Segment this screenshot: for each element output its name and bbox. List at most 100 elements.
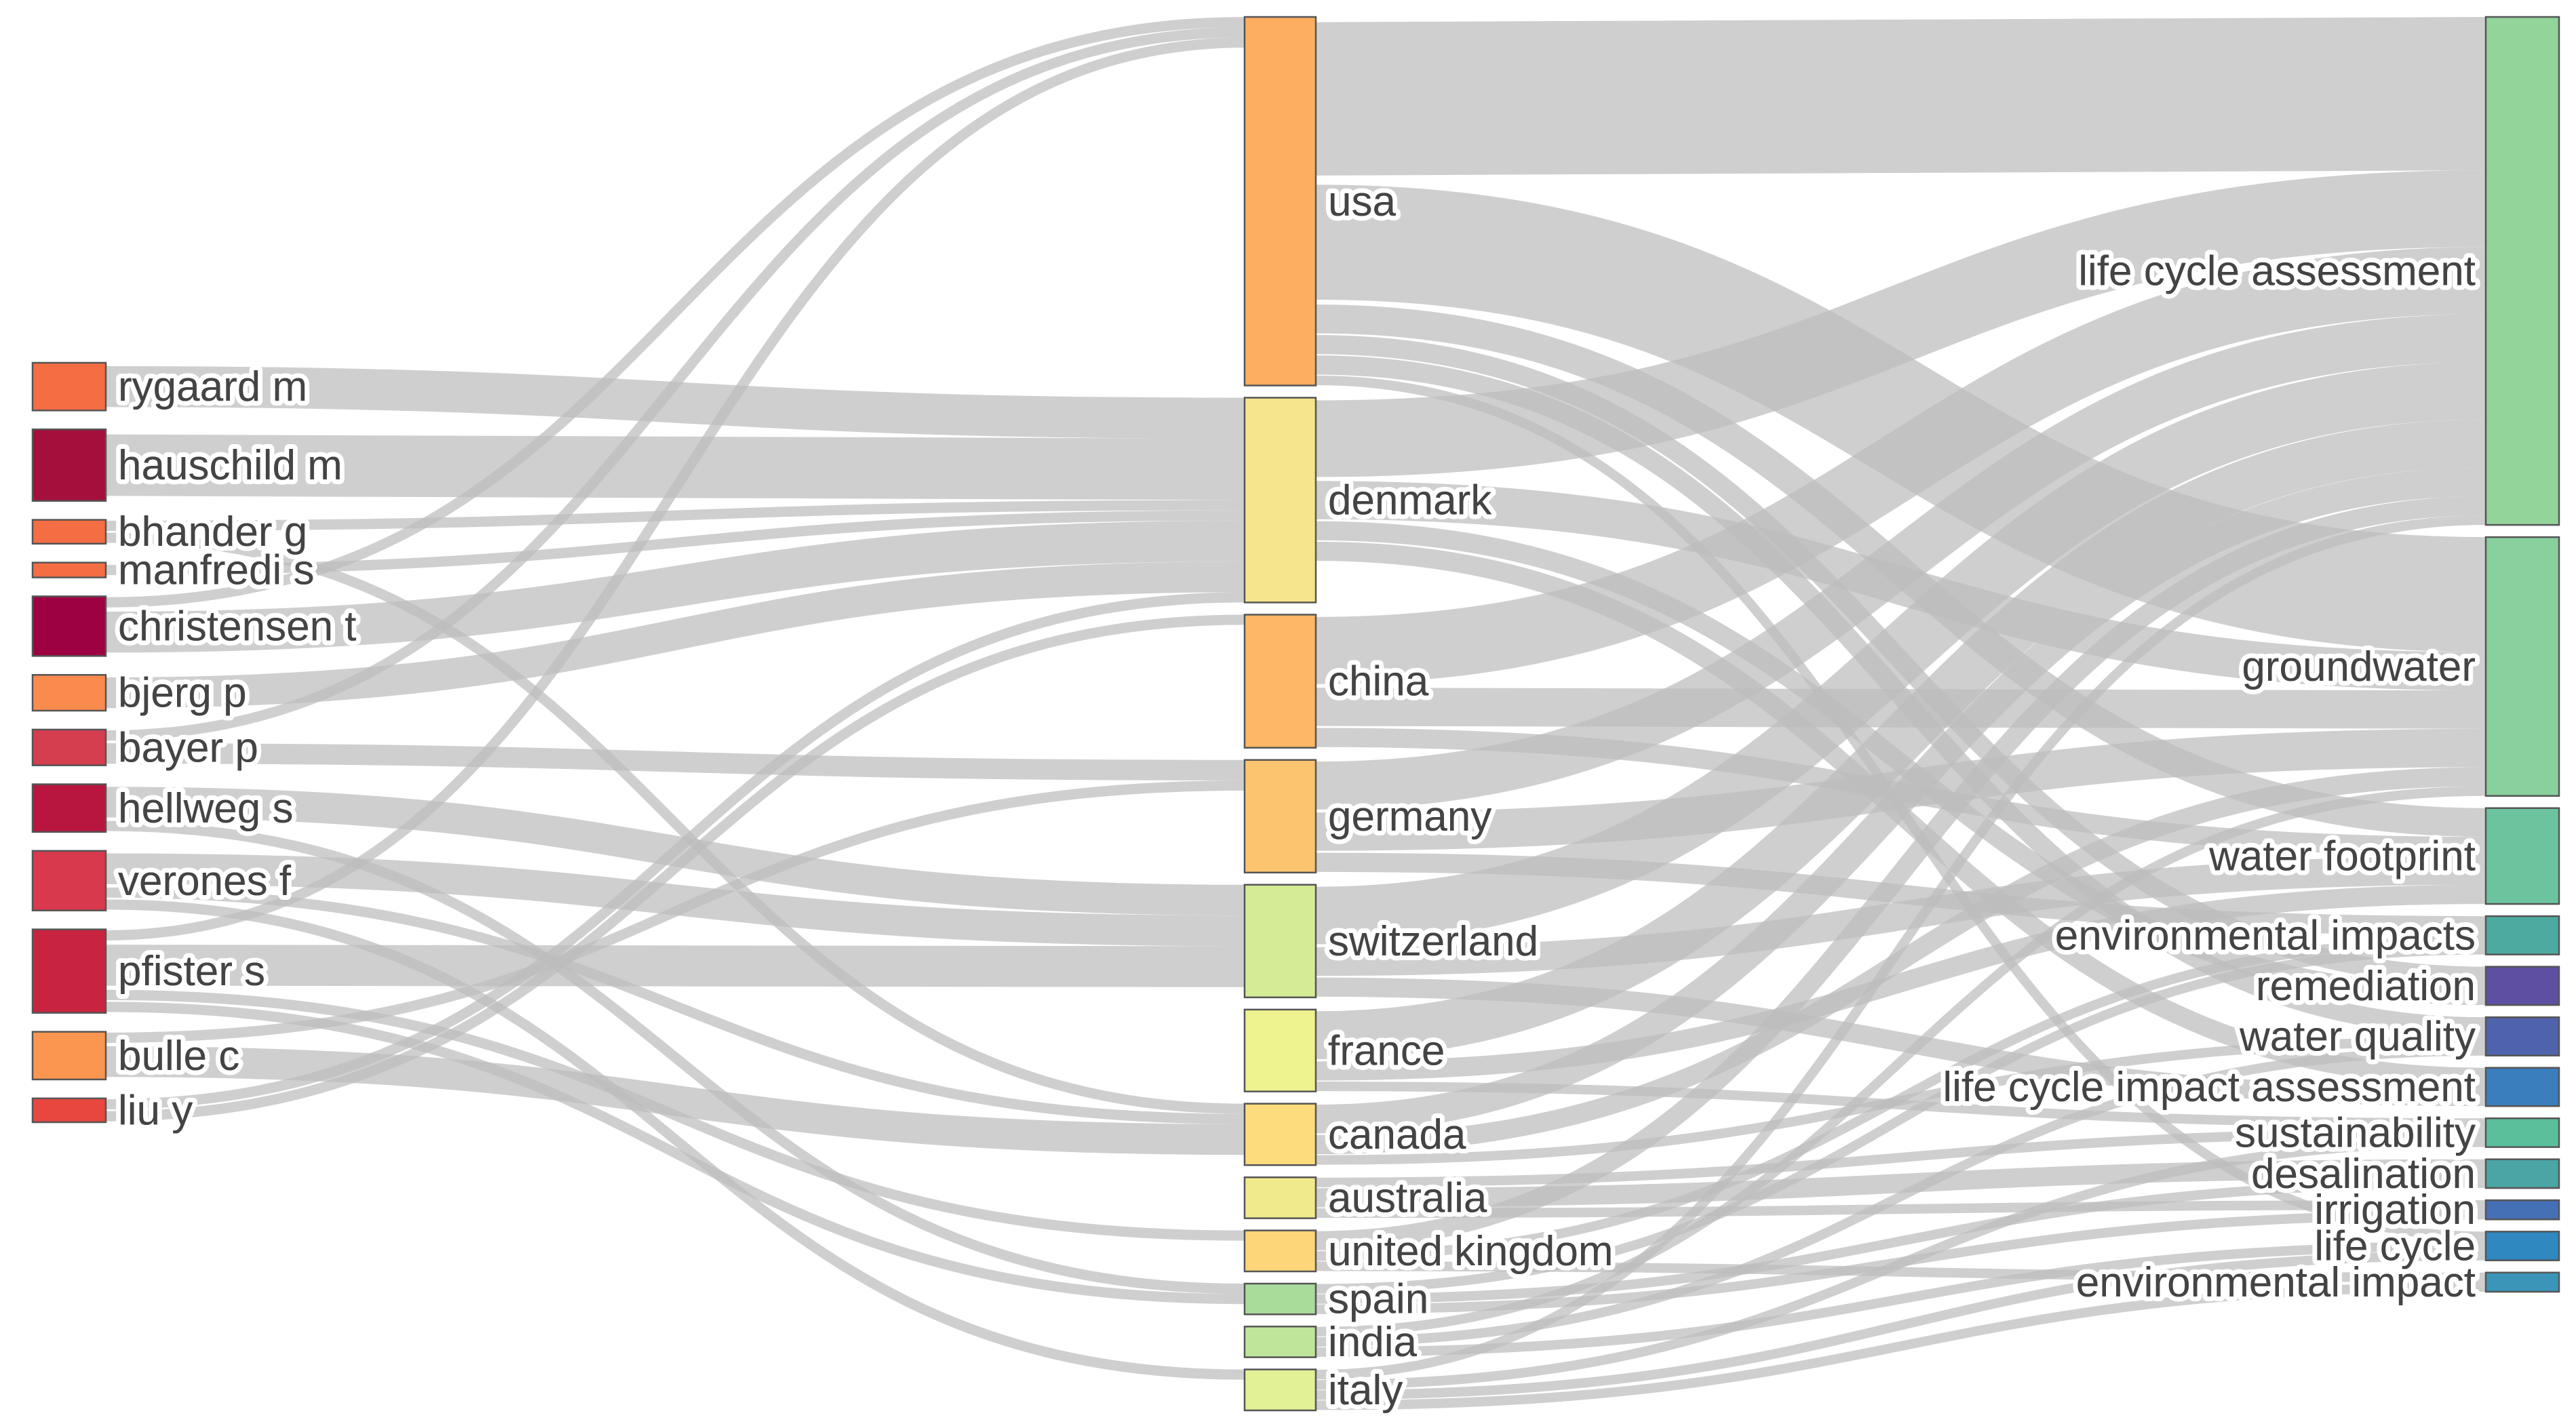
node-canada[interactable] bbox=[1243, 1103, 1317, 1166]
node-manfredi-s[interactable] bbox=[31, 561, 107, 578]
link-india-to-life-cycle[interactable] bbox=[1315, 1241, 2486, 1358]
node-label-switzerland: switzerland bbox=[1328, 918, 1538, 965]
link-christensen-t-to-usa[interactable] bbox=[105, 17, 1245, 608]
node-sustainability[interactable] bbox=[2484, 1117, 2560, 1148]
node-label-halo: india bbox=[1328, 1319, 1418, 1366]
node-life-cycle[interactable] bbox=[2484, 1231, 2560, 1261]
node-label-halo: groundwater bbox=[2242, 643, 2476, 690]
node-life-cycle-impact-assessment[interactable] bbox=[2484, 1067, 2560, 1107]
link-italy-to-life-cycle[interactable] bbox=[1315, 1250, 2486, 1400]
link-rygaard-m-to-denmark[interactable] bbox=[105, 365, 1245, 439]
node-france[interactable] bbox=[1243, 1008, 1317, 1092]
link-christensen-t-to-denmark[interactable] bbox=[105, 520, 1245, 653]
node-remediation[interactable] bbox=[2484, 966, 2560, 1006]
link-united-kingdom-to-environmental-impacts[interactable] bbox=[1315, 935, 2486, 1261]
node-label-halo: hauschild m bbox=[118, 442, 343, 489]
node-label-halo: france bbox=[1328, 1027, 1445, 1074]
node-label-halo: life cycle bbox=[2314, 1223, 2476, 1270]
node-christensen-t[interactable] bbox=[31, 595, 107, 657]
link-bulle-c-to-canada[interactable] bbox=[105, 1046, 1245, 1155]
link-verones-f-to-switzerland[interactable] bbox=[105, 853, 1245, 947]
link-denmark-to-life-cycle-assessment[interactable] bbox=[1315, 170, 2486, 477]
link-australia-to-sustainability[interactable] bbox=[1315, 1128, 2486, 1187]
link-spain-to-environmental-impacts[interactable] bbox=[1315, 945, 2486, 1294]
link-usa-to-life-cycle-assessment[interactable] bbox=[1315, 17, 2486, 176]
link-australia-to-irrigation[interactable] bbox=[1315, 1200, 2486, 1219]
node-india[interactable] bbox=[1243, 1326, 1317, 1358]
link-china-to-life-cycle-assessment[interactable] bbox=[1315, 247, 2486, 684]
node-environmental-impacts[interactable] bbox=[2484, 915, 2560, 955]
node-liu-y[interactable] bbox=[31, 1097, 107, 1124]
node-groundwater[interactable] bbox=[2484, 536, 2560, 797]
link-canada-to-life-cycle-assessment[interactable] bbox=[1315, 467, 2486, 1134]
node-spain[interactable] bbox=[1243, 1282, 1317, 1315]
node-hauschild-m[interactable] bbox=[31, 428, 107, 502]
node-china[interactable] bbox=[1243, 614, 1317, 749]
link-liu-y-to-denmark[interactable] bbox=[105, 592, 1245, 1110]
node-label-halo: environmental impacts bbox=[2055, 912, 2476, 959]
link-bayer-p-to-usa[interactable] bbox=[105, 27, 1245, 741]
node-label-hellweg-s: hellweg s bbox=[118, 785, 293, 832]
link-italy-to-environmental-impact[interactable] bbox=[1315, 1282, 2486, 1410]
node-label-india: india bbox=[1328, 1319, 1418, 1366]
node-australia[interactable] bbox=[1243, 1176, 1317, 1219]
node-bhander-g[interactable] bbox=[31, 519, 107, 545]
link-united-kingdom-to-life-cycle-assessment[interactable] bbox=[1315, 496, 2486, 1250]
node-label-water-footprint: water footprint bbox=[2208, 833, 2476, 879]
link-verones-f-to-canada[interactable] bbox=[105, 887, 1245, 1124]
link-hauschild-m-to-denmark[interactable] bbox=[105, 434, 1245, 500]
node-united-kingdom[interactable] bbox=[1243, 1229, 1317, 1273]
link-canada-to-groundwater[interactable] bbox=[1315, 767, 2486, 1155]
node-italy[interactable] bbox=[1243, 1368, 1317, 1412]
node-verones-f[interactable] bbox=[31, 850, 107, 911]
node-irrigation[interactable] bbox=[2484, 1199, 2560, 1221]
link-france-to-water-footprint[interactable] bbox=[1315, 884, 2486, 1081]
node-life-cycle-assessment[interactable] bbox=[2484, 16, 2560, 526]
node-bulle-c[interactable] bbox=[31, 1031, 107, 1081]
node-water-quality[interactable] bbox=[2484, 1016, 2560, 1056]
node-label-pfister-s: pfister s bbox=[118, 948, 265, 995]
sankey-links bbox=[105, 17, 2486, 1410]
link-bayer-p-to-germany[interactable] bbox=[105, 743, 1245, 780]
node-label-halo: canada bbox=[1328, 1111, 1466, 1158]
node-rygaard-m[interactable] bbox=[31, 361, 107, 412]
node-water-footprint[interactable] bbox=[2484, 807, 2560, 905]
node-desalination[interactable] bbox=[2484, 1158, 2560, 1189]
link-switzerland-to-water-footprint[interactable] bbox=[1315, 856, 2486, 976]
node-label-remediation: remediation bbox=[2256, 963, 2476, 1010]
link-pfister-s-to-switzerland[interactable] bbox=[105, 945, 1245, 987]
link-bhander-g-to-canada[interactable] bbox=[105, 532, 1245, 1114]
node-germany[interactable] bbox=[1243, 759, 1317, 874]
node-label-desalination: desalination bbox=[2251, 1151, 2476, 1197]
node-switzerland[interactable] bbox=[1243, 884, 1317, 999]
node-label-halo: switzerland bbox=[1328, 918, 1538, 965]
link-liu-y-to-china[interactable] bbox=[105, 614, 1245, 1122]
node-label-environmental-impacts: environmental impacts bbox=[2055, 912, 2476, 959]
node-bjerg-p[interactable] bbox=[31, 674, 107, 712]
node-denmark[interactable] bbox=[1243, 397, 1317, 603]
link-italy-to-sustainability[interactable] bbox=[1315, 1137, 2486, 1390]
link-france-to-life-cycle-assessment[interactable] bbox=[1315, 419, 2486, 1059]
node-label-halo: christensen t bbox=[118, 603, 357, 650]
link-bulle-c-to-germany[interactable] bbox=[105, 780, 1245, 1043]
node-label-manfredi-s: manfredi s bbox=[118, 547, 314, 594]
node-pfister-s[interactable] bbox=[31, 928, 107, 1014]
link-switzerland-to-life-cycle-assessment[interactable] bbox=[1315, 361, 2486, 945]
link-bjerg-p-to-denmark[interactable] bbox=[105, 561, 1245, 709]
link-italy-to-life-cycle-assessment[interactable] bbox=[1315, 515, 2486, 1380]
node-bayer-p[interactable] bbox=[31, 728, 107, 766]
node-label-liu-y: liu y bbox=[118, 1087, 193, 1134]
link-pfister-s-to-usa[interactable] bbox=[105, 37, 1245, 940]
node-label-halo: manfredi s bbox=[118, 547, 314, 594]
link-india-to-groundwater[interactable] bbox=[1315, 786, 2486, 1336]
link-germany-to-life-cycle-assessment[interactable] bbox=[1315, 314, 2486, 810]
link-verones-f-to-italy[interactable] bbox=[105, 899, 1245, 1380]
node-usa[interactable] bbox=[1243, 16, 1317, 387]
link-bhander-g-to-denmark[interactable] bbox=[105, 500, 1245, 531]
link-spain-to-desalination[interactable] bbox=[1315, 1178, 2486, 1304]
node-environmental-impact[interactable] bbox=[2484, 1271, 2560, 1293]
node-hellweg-s[interactable] bbox=[31, 783, 107, 833]
node-label-australia: australia bbox=[1328, 1174, 1487, 1221]
link-hellweg-s-to-spain[interactable] bbox=[105, 820, 1245, 1294]
node-label-halo: pfister s bbox=[118, 948, 265, 995]
